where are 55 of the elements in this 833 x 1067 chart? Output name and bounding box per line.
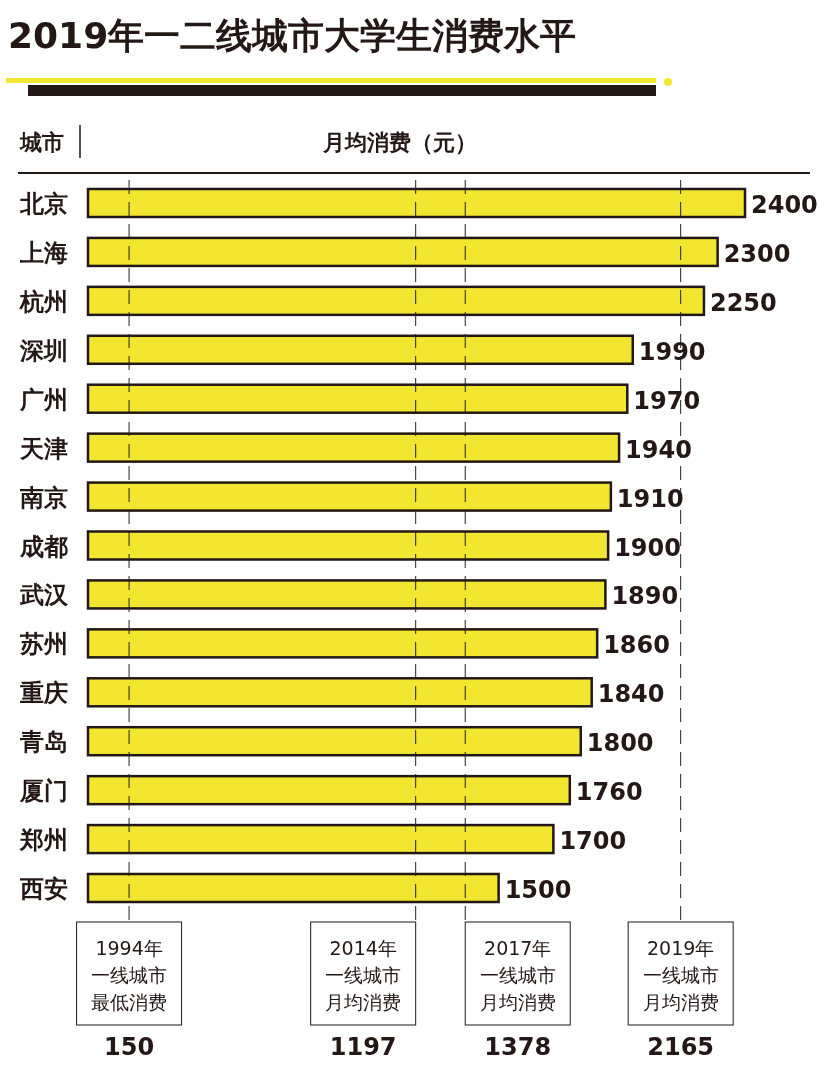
bar bbox=[86, 383, 629, 414]
data-label: 1840 bbox=[597, 680, 665, 709]
y-tick-label: 厦门 bbox=[19, 777, 68, 806]
bar bbox=[86, 677, 593, 708]
text: 2165 bbox=[647, 1033, 715, 1061]
y-tick-label: 广州 bbox=[19, 385, 68, 414]
data-label: 1890 bbox=[611, 582, 679, 611]
y-tick-label: 重庆 bbox=[19, 679, 68, 708]
bar bbox=[86, 628, 599, 659]
bar bbox=[86, 774, 572, 806]
text: 1197 bbox=[329, 1033, 397, 1061]
data-label: 2250 bbox=[709, 288, 777, 317]
text: 1378 bbox=[484, 1033, 552, 1061]
data-label: 1700 bbox=[559, 827, 627, 856]
data-label: 1900 bbox=[614, 533, 681, 562]
y-tick-label: 天津 bbox=[19, 434, 68, 463]
y-tick-label: 深圳 bbox=[19, 336, 68, 365]
x-axis-title: 月均消费（元） bbox=[322, 130, 477, 155]
data-label: 2300 bbox=[723, 239, 791, 268]
y-tick-label: 北京 bbox=[19, 190, 68, 218]
bar bbox=[86, 187, 747, 219]
data-label: 1990 bbox=[638, 337, 706, 366]
ref-line-label: 2019年一线城市月均消费 bbox=[642, 937, 719, 1013]
bar bbox=[86, 432, 621, 463]
bar bbox=[86, 334, 635, 366]
ref-line-label: 2017年一线城市月均消费 bbox=[479, 937, 556, 1013]
ref-line-label: 2014年一线城市月均消费 bbox=[325, 937, 402, 1013]
y-axis-title: 城市 bbox=[19, 130, 64, 155]
y-tick-label: 青岛 bbox=[19, 728, 68, 757]
data-label: 1860 bbox=[603, 631, 670, 660]
y-tick-label: 武汉 bbox=[19, 581, 69, 610]
y-tick-label: 苏州 bbox=[19, 630, 68, 659]
bar bbox=[86, 530, 610, 561]
y-tick-label: 西安 bbox=[19, 875, 68, 903]
data-label: 1760 bbox=[575, 778, 643, 807]
data-label: 1970 bbox=[633, 386, 701, 415]
ref-line-label: 1994年一线城市最低消费 bbox=[91, 937, 168, 1013]
bar bbox=[86, 725, 582, 757]
y-tick-label: 南京 bbox=[19, 483, 68, 512]
text: 150 bbox=[104, 1033, 155, 1061]
y-tick-label: 上海 bbox=[19, 238, 68, 267]
chart-title: 2019年一二线城市大学生消费水平 bbox=[8, 15, 577, 56]
bar bbox=[86, 579, 607, 610]
bar bbox=[86, 872, 500, 904]
data-label: 1910 bbox=[616, 484, 684, 513]
y-tick-label: 杭州 bbox=[19, 287, 68, 316]
bar bbox=[86, 481, 613, 512]
bar bbox=[86, 285, 706, 317]
bar bbox=[86, 823, 555, 855]
data-label: 2400 bbox=[751, 191, 818, 219]
y-tick-label: 郑州 bbox=[19, 826, 68, 855]
data-label: 1800 bbox=[586, 729, 654, 758]
bar bbox=[86, 236, 719, 268]
y-tick-label: 成都 bbox=[19, 532, 68, 561]
data-label: 1500 bbox=[504, 876, 572, 904]
